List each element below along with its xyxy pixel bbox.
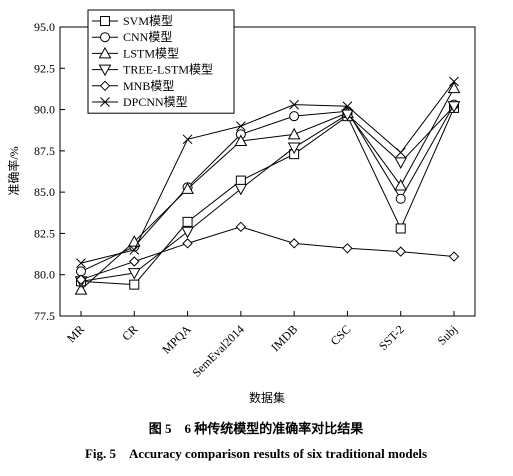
marker <box>181 226 194 239</box>
marker <box>99 80 111 92</box>
marker <box>341 109 354 122</box>
marker <box>182 134 193 145</box>
legend-label: LSTM模型 <box>123 46 179 60</box>
marker <box>289 111 300 122</box>
legend-label: DPCNN模型 <box>123 95 188 109</box>
marker <box>395 246 406 257</box>
series-line <box>80 107 455 286</box>
series-line <box>80 105 455 282</box>
x-tick-label: CR <box>119 322 140 343</box>
marker <box>182 216 193 227</box>
series-line <box>80 81 455 264</box>
marker <box>234 183 248 196</box>
plot-frame <box>59 26 476 317</box>
y-tick-label: 92.5 <box>34 61 55 75</box>
marker <box>342 101 353 112</box>
series-line <box>80 87 455 290</box>
marker <box>448 251 460 262</box>
marker <box>75 274 87 285</box>
legend-label: SVM模型 <box>123 14 173 28</box>
legend-label: MNB模型 <box>123 79 174 93</box>
marker <box>181 182 194 194</box>
marker <box>287 142 301 155</box>
legend-label: TREE-LSTM模型 <box>123 63 213 77</box>
marker <box>447 101 461 113</box>
marker <box>100 16 110 26</box>
x-tick-label: Subj <box>435 322 460 347</box>
marker <box>98 46 112 59</box>
legend-box <box>87 9 235 114</box>
marker <box>129 279 140 290</box>
marker <box>100 97 110 107</box>
x-tick-label: SST-2 <box>376 322 407 353</box>
x-tick-label: MPQA <box>159 322 194 357</box>
x-tick-label: MR <box>64 322 87 345</box>
marker <box>395 147 406 158</box>
marker <box>342 243 353 254</box>
marker <box>235 221 247 233</box>
marker <box>236 121 246 131</box>
marker <box>235 175 246 186</box>
marker <box>447 81 461 94</box>
marker <box>127 268 141 280</box>
marker <box>76 258 86 269</box>
marker <box>395 193 406 204</box>
y-tick-label: 90.0 <box>34 103 55 117</box>
y-tick-label: 85.0 <box>34 185 55 199</box>
y-tick-label: 80.0 <box>34 268 55 282</box>
legend-label: CNN模型 <box>123 30 172 44</box>
y-axis-label: 准确率/% <box>6 146 21 195</box>
x-tick-label: CSC <box>328 322 354 348</box>
marker <box>394 178 408 191</box>
y-tick-label: 82.5 <box>34 226 55 240</box>
marker <box>182 238 193 249</box>
x-axis-label: 数据集 <box>249 390 285 405</box>
y-tick-label: 87.5 <box>34 144 55 158</box>
figure-caption: 图 5 6 种传统模型的准确率对比结果 <box>149 421 364 436</box>
marker <box>98 64 112 77</box>
marker <box>234 134 248 146</box>
marker <box>289 99 299 110</box>
x-tick-label: SemEval2014 <box>189 322 247 380</box>
marker <box>129 256 140 267</box>
marker <box>449 76 459 87</box>
y-tick-label: 95.0 <box>34 20 55 34</box>
series-line <box>80 226 455 281</box>
marker <box>288 238 300 249</box>
figure-caption-en: Fig. 5 Accuracy comparison results of si… <box>85 446 427 461</box>
marker <box>394 157 408 169</box>
marker <box>287 127 301 140</box>
marker <box>395 223 406 234</box>
y-tick-label: 77.5 <box>34 309 55 323</box>
x-tick-label: IMDB <box>268 322 300 354</box>
marker <box>129 245 140 255</box>
marker <box>74 283 88 295</box>
marker <box>100 32 110 43</box>
series-line <box>80 104 455 272</box>
